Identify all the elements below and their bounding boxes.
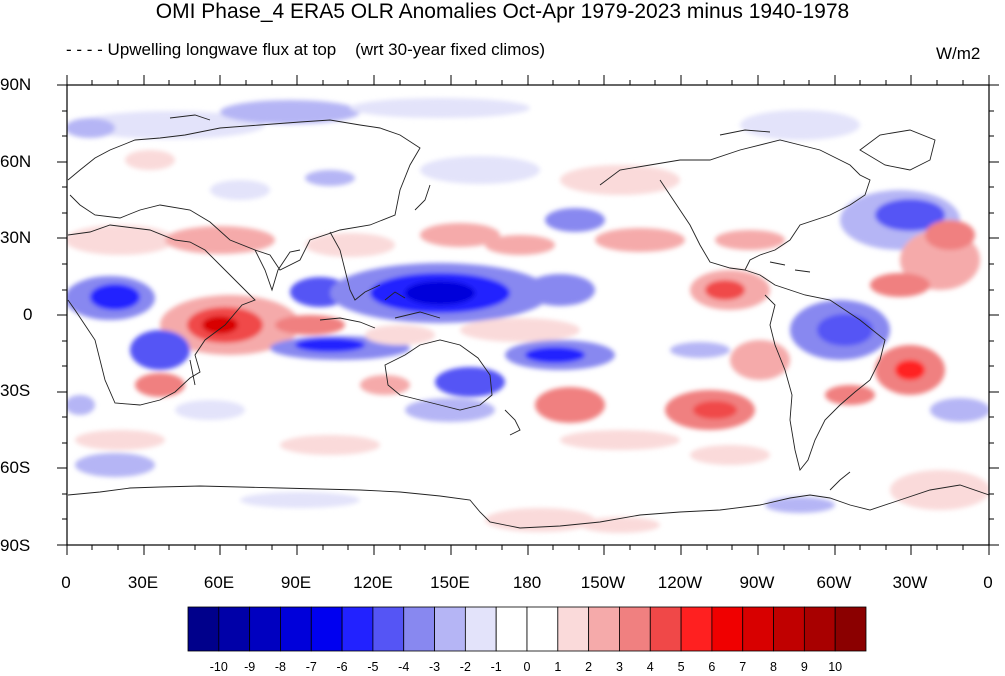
lon-label-180: 180	[512, 573, 542, 592]
colorbar-tick-label: 0	[523, 660, 531, 674]
colorbar-tick-label: -2	[459, 660, 471, 674]
colorbar-box	[680, 606, 713, 652]
lon-label-30e: 30E	[127, 573, 159, 592]
lon-label-150w: 150W	[580, 573, 626, 592]
colorbar-box	[773, 606, 805, 652]
colorbar-box	[434, 606, 466, 652]
lon-label-60w: 60W	[816, 573, 852, 592]
lon-label-90e: 90E	[280, 573, 312, 592]
colorbar-tick-label: -3	[428, 660, 441, 674]
colorbar-box	[495, 606, 528, 652]
colorbar-tick-label: 6	[708, 660, 716, 674]
lon-label-120w: 120W	[657, 573, 703, 592]
colorbar-tick-label: -7	[305, 660, 317, 674]
colorbar-tick-label: -6	[336, 660, 348, 674]
lon-label-0-east: 0	[983, 573, 993, 592]
colorbar-box	[711, 606, 744, 652]
colorbar-box	[341, 606, 374, 652]
coastlines	[67, 114, 989, 529]
lon-label-120e: 120E	[353, 573, 393, 592]
colorbar-box	[588, 606, 620, 652]
colorbar-tick-label: 5	[677, 660, 685, 674]
lat-label-30n: 30N	[0, 228, 32, 247]
lon-label-90w: 90W	[739, 573, 775, 592]
lat-label-60n: 60N	[0, 152, 32, 171]
colorbar-box	[403, 606, 435, 652]
colorbar-tick-label: -1	[490, 660, 502, 674]
colorbar-tick-label: -9	[244, 660, 256, 674]
colorbar-tick-label: 10	[828, 660, 843, 674]
plot-title: OMI Phase_4 ERA5 OLR Anomalies Oct-Apr 1…	[155, 0, 850, 23]
colorbar-box	[649, 606, 682, 652]
lon-label-30w: 30W	[892, 573, 928, 592]
colorbar-box	[803, 606, 836, 652]
colorbar-box	[557, 606, 590, 652]
lat-label-eq: 0	[23, 305, 33, 324]
colorbar-tick-label: 4	[646, 660, 654, 674]
colorbar-tick-label: 2	[585, 660, 593, 674]
lon-label-0: 0	[61, 573, 71, 592]
colorbar-tick-label: -8	[274, 660, 287, 674]
colorbar-box	[310, 606, 343, 652]
colorbar-box	[280, 606, 312, 652]
colorbar-box	[372, 606, 405, 652]
colorbar-box	[218, 606, 251, 652]
colorbar-tick-label: -5	[367, 660, 379, 674]
colorbar-box	[187, 606, 220, 652]
colorbar-box	[249, 606, 281, 652]
colorbar-box	[834, 606, 867, 652]
lon-label-150e: 150E	[430, 573, 470, 592]
colorbar-tick-label: -10	[209, 660, 228, 674]
colorbar-tick-label: 9	[800, 660, 808, 674]
units-label: W/m2	[936, 44, 981, 63]
olr-anomaly-field	[67, 85, 989, 545]
lon-label-60e: 60E	[203, 573, 235, 592]
colorbar-box	[742, 606, 774, 652]
colorbar-tick-label: 8	[770, 660, 777, 674]
colorbar-box	[464, 606, 497, 652]
plot-subtitle: - - - - Upwelling longwave flux at top (…	[66, 40, 545, 59]
colorbar-box	[526, 606, 559, 652]
lat-label-90s: 90S	[0, 536, 31, 555]
lat-label-90n: 90N	[0, 75, 32, 94]
colorbar-tick-label: 7	[739, 660, 747, 674]
colorbar-tick-label: 3	[615, 660, 623, 674]
axis-ticks	[57, 75, 999, 555]
colorbar-tick-label: 1	[554, 660, 562, 674]
lat-label-60s: 60S	[0, 458, 31, 477]
colorbar-tick-label: -4	[398, 660, 410, 674]
colorbar	[187, 606, 867, 652]
lat-label-30s: 30S	[0, 381, 31, 400]
colorbar-box	[619, 606, 651, 652]
